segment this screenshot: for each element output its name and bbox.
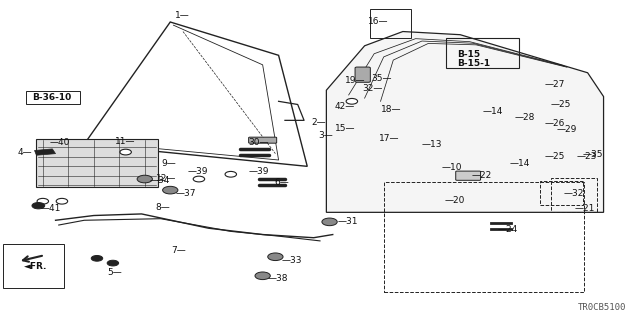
Text: —40: —40 [49, 138, 70, 147]
Text: —25: —25 [550, 100, 571, 109]
FancyBboxPatch shape [248, 137, 276, 143]
Text: —39: —39 [248, 167, 269, 176]
Circle shape [346, 99, 358, 104]
Polygon shape [36, 140, 157, 187]
Text: 32—: 32— [362, 84, 383, 93]
Circle shape [107, 260, 118, 266]
Text: 30—: 30— [248, 138, 269, 147]
Text: —35: —35 [582, 150, 603, 159]
Text: 3—: 3— [318, 131, 333, 140]
Text: —26: —26 [544, 119, 564, 128]
Bar [540, 181, 583, 205]
Circle shape [193, 176, 205, 182]
Bar [550, 178, 597, 212]
FancyBboxPatch shape [355, 67, 371, 82]
Text: B-15-1: B-15-1 [457, 59, 490, 68]
Text: —37: —37 [175, 189, 196, 198]
Polygon shape [35, 149, 56, 155]
Circle shape [163, 186, 178, 194]
Text: —41: —41 [41, 204, 61, 213]
Text: TR0CB5100: TR0CB5100 [577, 303, 626, 312]
Text: 11—: 11— [115, 137, 135, 146]
Bar [26, 91, 80, 104]
Text: —23: —23 [576, 152, 596, 161]
FancyBboxPatch shape [456, 171, 481, 180]
Text: 9—: 9— [162, 159, 177, 168]
Text: 18—: 18— [381, 105, 401, 114]
Circle shape [32, 203, 45, 209]
Circle shape [268, 253, 283, 260]
Circle shape [255, 272, 270, 280]
Bar [446, 38, 520, 68]
Text: 19—: 19— [346, 76, 366, 84]
Text: —14: —14 [483, 107, 503, 116]
Circle shape [56, 198, 68, 204]
Text: 15—: 15— [335, 124, 355, 133]
Text: 8—: 8— [156, 203, 170, 212]
Text: —20: —20 [444, 196, 465, 205]
Bar [3, 244, 64, 288]
Text: —21: —21 [575, 204, 595, 213]
Text: 1—: 1— [175, 11, 189, 20]
Text: —10: —10 [441, 163, 461, 172]
Text: —33: —33 [282, 256, 302, 265]
Text: 5—: 5— [108, 268, 122, 277]
Bar [370, 9, 411, 38]
Text: —39: —39 [188, 167, 208, 176]
Text: 12—: 12— [156, 174, 177, 183]
Bar [384, 182, 584, 292]
Text: 4—: 4— [17, 148, 32, 157]
Circle shape [92, 255, 102, 261]
Text: ◄FR.: ◄FR. [24, 262, 47, 271]
Text: 16—: 16— [369, 17, 389, 26]
Text: —32: —32 [563, 189, 584, 198]
Text: —13: —13 [422, 140, 442, 149]
Text: 42—: 42— [335, 102, 355, 111]
Polygon shape [84, 22, 307, 166]
Circle shape [322, 218, 337, 226]
Text: —38: —38 [268, 274, 288, 283]
Text: —22: —22 [472, 171, 492, 180]
Text: 35—: 35— [371, 74, 392, 83]
Text: —25: —25 [544, 152, 564, 161]
Circle shape [37, 198, 49, 204]
Text: B-36-10: B-36-10 [32, 93, 71, 102]
Polygon shape [326, 32, 604, 212]
Text: —27: —27 [544, 80, 564, 89]
Text: —29: —29 [557, 125, 577, 134]
Text: —24: —24 [497, 225, 517, 234]
Text: B-15: B-15 [457, 50, 480, 59]
Text: —31: —31 [338, 217, 358, 226]
Text: —28: —28 [515, 113, 535, 122]
Circle shape [120, 149, 131, 155]
Text: 6—: 6— [275, 178, 289, 187]
Text: 2—: 2— [312, 118, 326, 127]
Text: —14: —14 [509, 159, 530, 168]
Text: 7—: 7— [172, 246, 186, 255]
Circle shape [225, 172, 237, 177]
Text: 17—: 17— [379, 134, 399, 143]
Circle shape [137, 175, 152, 183]
Text: —34: —34 [150, 176, 170, 185]
